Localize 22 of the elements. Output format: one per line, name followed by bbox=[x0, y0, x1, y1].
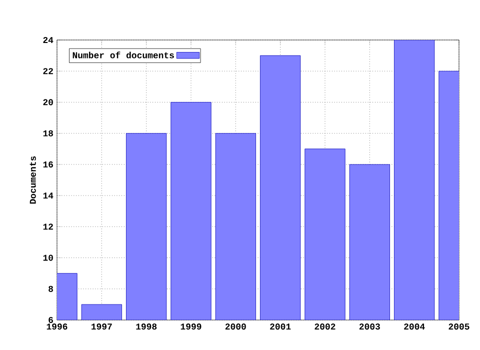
y-tick-label: 22 bbox=[43, 68, 53, 74]
y-tick-label: 6 bbox=[48, 316, 53, 324]
y-tick-label: 20 bbox=[43, 99, 53, 106]
y-tick-label: 14 bbox=[43, 192, 54, 199]
y-tick-label: 24 bbox=[43, 36, 54, 43]
x-tick-label: 2001 bbox=[270, 324, 291, 330]
x-tick-label: 2000 bbox=[225, 324, 246, 330]
y-tick-label: 18 bbox=[43, 130, 54, 136]
x-tick-label: 1997 bbox=[92, 324, 112, 330]
x-tick-label: 2004 bbox=[404, 324, 425, 330]
y-tick-label: 16 bbox=[43, 161, 53, 168]
x-tick-label: 2005 bbox=[448, 324, 470, 330]
x-tick-label: 2003 bbox=[359, 324, 380, 330]
y-tick-label: 8 bbox=[48, 286, 54, 292]
y-axis-title: Documents bbox=[30, 156, 36, 204]
x-tick-label: 1999 bbox=[180, 324, 202, 330]
legend-label: Number of documents bbox=[72, 52, 174, 58]
y-tick-label: 12 bbox=[43, 224, 53, 230]
x-tick-label: 2002 bbox=[314, 324, 336, 330]
x-tick-label: 1998 bbox=[136, 324, 157, 330]
x-tick-label: 1996 bbox=[46, 324, 68, 330]
y-tick-label: 10 bbox=[43, 254, 53, 261]
